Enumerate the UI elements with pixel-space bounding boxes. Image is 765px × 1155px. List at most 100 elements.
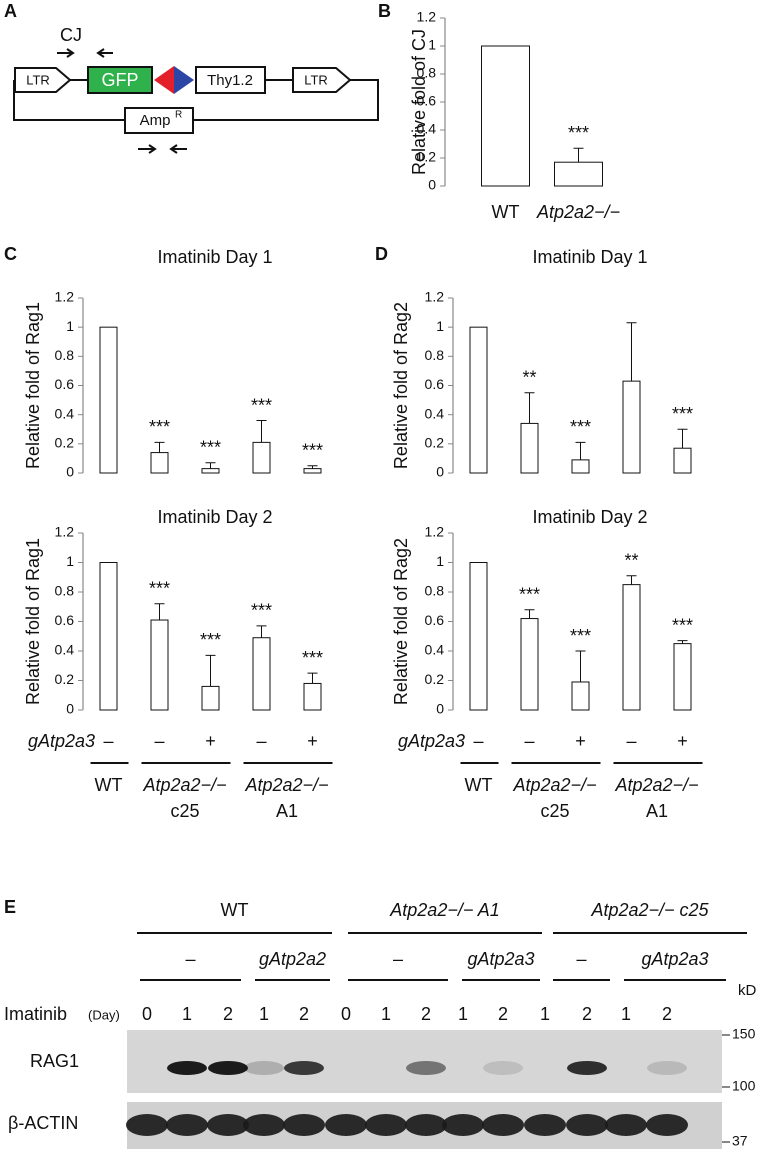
lane-day: 0 bbox=[341, 1004, 351, 1024]
error-bar bbox=[677, 640, 688, 644]
y-tick-label: 0.8 bbox=[425, 347, 445, 363]
panel-label: E bbox=[4, 897, 16, 917]
row-name: RAG1 bbox=[30, 1051, 79, 1071]
y-tick-label: 0.6 bbox=[55, 612, 75, 628]
significance: *** bbox=[149, 417, 170, 437]
lane-day: 2 bbox=[582, 1004, 592, 1024]
row-label: gAtp2a3 bbox=[28, 731, 95, 751]
error-bar bbox=[256, 625, 267, 638]
group-sub: c25 bbox=[540, 801, 569, 821]
error-bar bbox=[524, 392, 535, 424]
actin-band bbox=[605, 1114, 647, 1136]
thy-box bbox=[195, 66, 266, 94]
actin-band bbox=[442, 1114, 484, 1136]
y-tick-label: 0 bbox=[66, 464, 74, 480]
y-tick-label: 0.2 bbox=[55, 435, 75, 451]
y-tick-label: 0.8 bbox=[55, 347, 75, 363]
chart-title: Imatinib Day 1 bbox=[157, 247, 272, 267]
y-tick-label: 0 bbox=[66, 701, 74, 717]
significance: *** bbox=[200, 438, 221, 458]
primer-arrow bbox=[96, 48, 113, 58]
unit: kD bbox=[738, 982, 757, 999]
rag1-band bbox=[483, 1061, 523, 1075]
subgroup: – bbox=[576, 949, 586, 969]
bar bbox=[303, 468, 322, 474]
rag1-band bbox=[244, 1061, 284, 1075]
panel-label: B bbox=[378, 1, 391, 21]
sign: + bbox=[307, 731, 318, 751]
sign: + bbox=[575, 731, 586, 751]
ltr-label: LTR bbox=[304, 72, 328, 87]
bar bbox=[481, 45, 530, 187]
error-bar bbox=[307, 465, 318, 469]
actin-band bbox=[207, 1114, 249, 1136]
amp-superscript: R bbox=[175, 110, 182, 121]
bar bbox=[520, 422, 539, 474]
lane-day: 2 bbox=[223, 1004, 233, 1024]
amp-label: Amp bbox=[140, 112, 171, 129]
group-name: Atp2a2−/− bbox=[244, 775, 328, 795]
bar bbox=[469, 562, 488, 711]
actin-band bbox=[524, 1114, 566, 1136]
y-tick-label: 0.6 bbox=[425, 376, 445, 392]
bar bbox=[673, 447, 692, 474]
lane-day: 1 bbox=[259, 1004, 269, 1024]
error-bar bbox=[307, 672, 318, 684]
bar bbox=[99, 326, 118, 474]
lane-day: 1 bbox=[540, 1004, 550, 1024]
x-tick-label: WT bbox=[492, 202, 520, 222]
group-sub: A1 bbox=[276, 801, 298, 821]
actin-band bbox=[405, 1114, 447, 1136]
lane-day: 1 bbox=[458, 1004, 468, 1024]
error-bar bbox=[626, 322, 637, 382]
bar bbox=[673, 643, 692, 711]
error-bar bbox=[524, 609, 535, 619]
chart-title: Imatinib Day 2 bbox=[157, 507, 272, 527]
y-tick-label: 0.8 bbox=[55, 583, 75, 599]
error-bar bbox=[154, 603, 165, 621]
chart-title: Imatinib Day 1 bbox=[532, 247, 647, 267]
y-tick-label: 0.8 bbox=[417, 65, 437, 81]
bar bbox=[252, 441, 271, 474]
group-name: WT bbox=[465, 775, 493, 795]
sign: + bbox=[677, 731, 688, 751]
group-name: WT bbox=[95, 775, 123, 795]
significance: *** bbox=[302, 440, 323, 460]
row-unit: (Day) bbox=[88, 1007, 120, 1022]
y-axis-label: Relative fold of Rag1 bbox=[23, 302, 43, 469]
y-tick-label: 0.4 bbox=[55, 642, 75, 658]
error-bar bbox=[154, 441, 165, 453]
sign: – bbox=[473, 731, 483, 751]
loxp-red bbox=[154, 66, 174, 94]
y-axis-label: Relative fold of Rag1 bbox=[23, 538, 43, 705]
vector-diagram bbox=[13, 48, 379, 154]
significance: *** bbox=[519, 584, 540, 604]
y-tick-label: 0.2 bbox=[425, 671, 445, 687]
significance: *** bbox=[149, 579, 170, 599]
bar bbox=[622, 584, 641, 711]
sign: – bbox=[256, 731, 266, 751]
bar bbox=[150, 452, 169, 474]
y-tick-label: 1 bbox=[428, 37, 436, 53]
sign: – bbox=[626, 731, 636, 751]
panel-label: D bbox=[375, 244, 388, 264]
significance: *** bbox=[200, 630, 221, 650]
gfp-label: GFP bbox=[101, 70, 138, 90]
y-axis-label: Relative fold of Rag2 bbox=[391, 302, 411, 469]
error-bar bbox=[205, 654, 216, 687]
significance: *** bbox=[302, 648, 323, 668]
y-tick-label: 0.4 bbox=[425, 405, 445, 421]
group-name: WT bbox=[221, 900, 249, 920]
significance: *** bbox=[251, 601, 272, 621]
panel-label: A bbox=[4, 1, 17, 21]
bar bbox=[554, 161, 603, 187]
bar bbox=[252, 637, 271, 711]
lane-day: 1 bbox=[381, 1004, 391, 1024]
rag1-band bbox=[406, 1061, 446, 1075]
y-tick-label: 0.4 bbox=[55, 405, 75, 421]
lane-day: 1 bbox=[621, 1004, 631, 1024]
significance: *** bbox=[251, 395, 272, 415]
y-tick-label: 0.6 bbox=[55, 376, 75, 392]
group-name: Atp2a2−/− A1 bbox=[389, 900, 499, 920]
bar bbox=[520, 618, 539, 711]
